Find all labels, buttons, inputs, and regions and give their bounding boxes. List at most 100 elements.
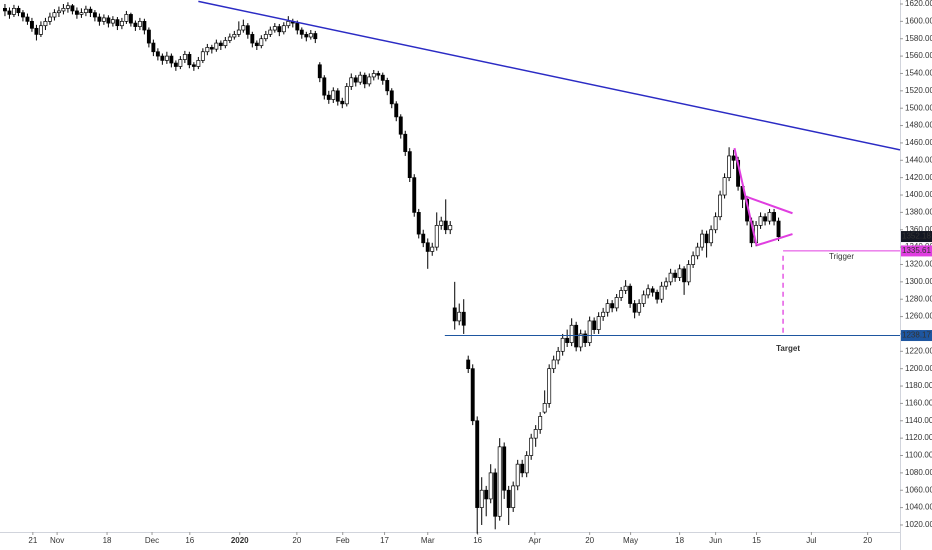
candle-body: [142, 21, 147, 31]
candle-body: [475, 420, 480, 508]
candle-body: [403, 133, 408, 152]
candle-body: [70, 5, 75, 12]
x-tick-label: 16: [185, 536, 194, 545]
candle-body: [169, 55, 174, 64]
x-tick-label: Nov: [50, 536, 64, 545]
candle-body: [353, 77, 358, 83]
candle-body: [488, 472, 493, 500]
candle-body: [614, 297, 619, 309]
x-tick-label: 20: [292, 536, 301, 545]
candle-body: [398, 116, 403, 135]
candle-body: [182, 54, 187, 60]
candle-body: [241, 25, 246, 31]
candle-body: [74, 10, 79, 15]
candle-body: [506, 489, 511, 508]
candle-body: [146, 29, 151, 44]
candle-body: [421, 233, 426, 244]
candle-body: [326, 94, 331, 100]
candle-body: [331, 90, 336, 100]
y-tick-label: 1300.00: [905, 277, 932, 286]
candle-body: [565, 337, 570, 343]
last-price-label: 1352.18: [902, 232, 931, 241]
y-tick-label: 1520.00: [905, 86, 932, 95]
candle-body: [187, 54, 192, 66]
candle-body: [677, 268, 682, 278]
candle-body: [155, 51, 160, 57]
candle-body: [38, 25, 43, 35]
candle-body: [380, 74, 385, 81]
candle-body: [34, 27, 39, 35]
x-tick-label: Jun: [709, 536, 722, 545]
candle-body: [700, 233, 705, 248]
candle-body: [439, 220, 444, 226]
y-tick-label: 1400.00: [905, 190, 932, 199]
candle-body: [682, 268, 687, 283]
candle-body: [650, 288, 655, 293]
x-tick-label: Feb: [336, 536, 350, 545]
candle-body: [160, 55, 165, 61]
candle-body: [200, 51, 205, 61]
candle-body: [236, 29, 241, 35]
candle-body: [173, 62, 178, 67]
candle-body: [394, 103, 399, 118]
candle-body: [502, 446, 507, 491]
candle-body: [610, 303, 615, 309]
candle-body: [106, 17, 111, 24]
candle-body: [56, 10, 61, 14]
y-tick-label: 1440.00: [905, 155, 932, 164]
candle-body: [515, 463, 520, 487]
candle-body: [767, 212, 772, 222]
candle-body: [47, 16, 52, 22]
candle-body: [466, 359, 471, 370]
y-tick-label: 1140.00: [905, 416, 932, 425]
candle-body: [776, 220, 781, 238]
candle-body: [16, 7, 21, 14]
candle-body: [164, 55, 169, 61]
candle-body: [511, 485, 516, 508]
candle-body: [97, 16, 102, 22]
x-tick-label: 20: [585, 536, 594, 545]
candle-body: [470, 368, 475, 422]
y-tick-label: 1600.00: [905, 16, 932, 25]
support-price-label-box: [901, 330, 932, 342]
candle-body: [731, 155, 736, 161]
trigger-label: Trigger: [829, 252, 854, 261]
candle-body: [605, 303, 610, 313]
pennant-line: [756, 233, 793, 247]
candle-body: [452, 307, 457, 322]
candle-body: [655, 291, 660, 300]
candle-body: [601, 311, 606, 317]
candle-body: [205, 47, 210, 53]
trigger-price-label-box: [901, 245, 932, 257]
target-label: Target: [776, 344, 800, 353]
candle-body: [416, 212, 421, 235]
y-tick-label: 1480.00: [905, 121, 932, 130]
candle-body: [763, 216, 768, 222]
y-tick-label: 1580.00: [905, 34, 932, 43]
candle-body: [115, 19, 120, 27]
support-price-label: 1238.17: [902, 331, 931, 340]
candle-body: [362, 74, 367, 85]
candle-body: [358, 74, 363, 83]
candle-body: [340, 100, 345, 105]
x-tick-label: Jul: [806, 536, 816, 545]
candle-body: [232, 34, 237, 38]
candle-body: [704, 233, 709, 244]
candle-body: [227, 36, 232, 41]
candle-body: [133, 22, 138, 27]
candle-body: [101, 17, 106, 22]
candle-body: [637, 303, 642, 313]
candle-body: [79, 12, 84, 15]
x-tick-label: 15: [752, 536, 761, 545]
pennant-line: [746, 195, 793, 215]
y-tick-label: 1320.00: [905, 260, 932, 269]
candle-body: [259, 38, 264, 47]
y-tick-label: 1200.00: [905, 364, 932, 373]
candle-body: [43, 21, 48, 27]
y-tick-label: 1380.00: [905, 207, 932, 216]
candle-body: [295, 22, 300, 31]
candle-body: [245, 25, 250, 35]
candle-body: [65, 5, 70, 9]
candle-body: [758, 216, 763, 226]
